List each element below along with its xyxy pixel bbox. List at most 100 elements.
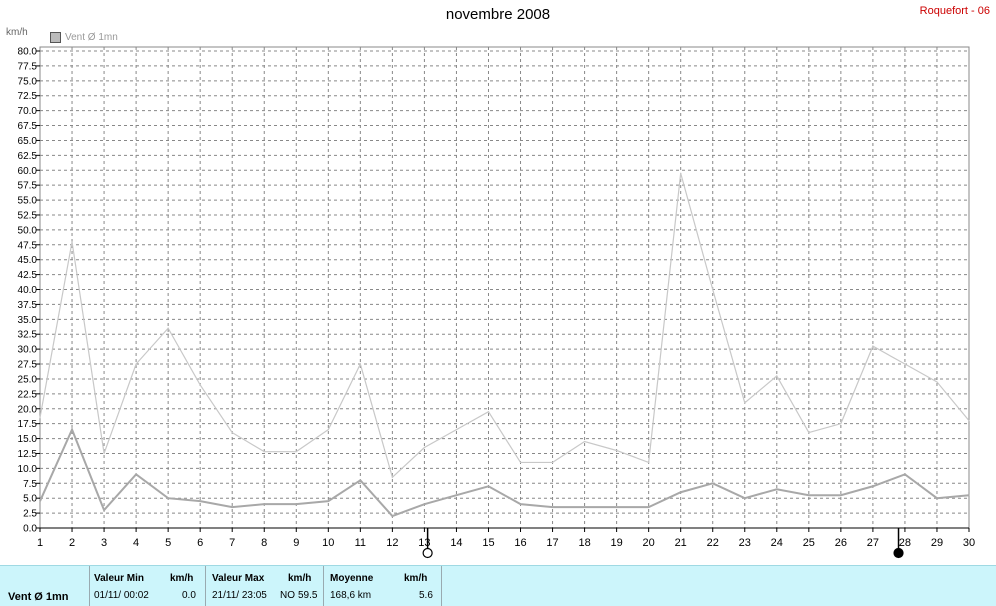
data-point xyxy=(583,506,586,508)
y-tick-label: 37.5 xyxy=(18,300,38,311)
x-tick-label: 19 xyxy=(610,537,622,549)
y-tick-label: 40.0 xyxy=(18,285,38,296)
data-point xyxy=(487,485,490,487)
max-direction: NO xyxy=(280,590,295,601)
y-tick-label: 47.5 xyxy=(18,240,38,251)
stats-max-cell: Valeur Max km/h 21/11/ 23:05 NO 59.5 xyxy=(206,566,324,606)
avg-distance: 168,6 km xyxy=(330,590,372,601)
data-point xyxy=(808,494,810,496)
data-point xyxy=(423,503,426,505)
data-point xyxy=(744,402,746,404)
data-point xyxy=(167,327,169,329)
x-tick-label: 20 xyxy=(643,537,655,549)
y-tick-label: 12.5 xyxy=(18,449,38,460)
y-tick-label: 70.0 xyxy=(18,106,38,117)
data-point xyxy=(135,473,137,475)
x-tick-label: 26 xyxy=(835,537,847,549)
stats-row-label-cell: Vent Ø 1mn xyxy=(0,566,90,606)
moon-markers xyxy=(422,528,904,559)
data-point xyxy=(455,429,458,431)
avg-unit: km/h xyxy=(404,573,428,584)
data-point xyxy=(872,345,874,347)
data-point xyxy=(199,500,201,502)
x-tick-label: 24 xyxy=(771,537,783,549)
data-point xyxy=(487,411,490,413)
data-point xyxy=(712,482,714,484)
y-tick-label: 42.5 xyxy=(18,270,38,281)
new-moon-icon xyxy=(422,547,433,559)
x-tick-label: 14 xyxy=(450,537,462,549)
data-point xyxy=(391,476,393,478)
x-tick-label: 3 xyxy=(101,537,107,549)
y-tick-label: 65.0 xyxy=(18,136,38,147)
max-date: 21/11/ 23:05 xyxy=(212,590,267,601)
min-header: Valeur Min xyxy=(94,573,145,584)
data-point xyxy=(327,500,329,502)
data-point xyxy=(968,420,970,422)
data-point xyxy=(263,503,265,505)
x-tick-label: 10 xyxy=(322,537,334,549)
data-point xyxy=(39,500,41,502)
y-axis-unit: km/h xyxy=(6,27,28,38)
x-tick-label: 30 xyxy=(963,537,975,549)
x-tick-label: 8 xyxy=(261,537,267,549)
data-point xyxy=(872,485,874,487)
max-header: Valeur Max xyxy=(212,573,265,584)
data-point xyxy=(808,432,810,434)
y-tick-label: 20.0 xyxy=(18,404,38,415)
data-point xyxy=(231,432,233,434)
x-tick-label: 7 xyxy=(229,537,235,549)
plot-frame xyxy=(39,46,970,529)
y-axis: 0.0 2.5 5.0 7.5 10.0 12.5 15.0 17.5 20.0 22.5 25.0… xyxy=(18,47,40,535)
x-tick-label: 6 xyxy=(197,537,203,549)
stats-min-cell: Valeur Min km/h 01/11/ 00:02 0.0 xyxy=(90,566,206,606)
data-point xyxy=(680,491,682,493)
x-tick-label: 27 xyxy=(867,537,879,549)
stats-avg-cell: Moyenne km/h 168,6 km 5.6 xyxy=(324,566,442,606)
x-tick-label: 13 xyxy=(418,537,430,549)
data-point xyxy=(551,506,554,508)
x-tick-label: 18 xyxy=(578,537,590,549)
y-tick-label: 25.0 xyxy=(18,374,38,385)
data-point xyxy=(391,515,393,517)
data-point xyxy=(936,497,938,499)
chart: 0.0 2.5 5.0 7.5 10.0 12.5 15.0 17.5 20.0 22.5 25.0… xyxy=(18,46,975,559)
y-tick-label: 5.0 xyxy=(23,494,37,505)
x-tick-label: 22 xyxy=(707,537,719,549)
y-tick-label: 62.5 xyxy=(18,151,38,162)
x-tick-label: 11 xyxy=(355,537,366,549)
data-point xyxy=(295,451,297,453)
x-tick-label: 17 xyxy=(546,537,558,549)
x-tick-label: 15 xyxy=(482,537,494,549)
y-tick-label: 35.0 xyxy=(18,315,38,326)
y-tick-label: 22.5 xyxy=(18,389,38,400)
data-point xyxy=(776,375,778,377)
x-tick-label: 9 xyxy=(293,537,299,549)
min-value: 0.0 xyxy=(182,590,196,601)
y-tick-label: 77.5 xyxy=(18,61,38,72)
stats-table: Vent Ø 1mn Valeur Min km/h 01/11/ 00:02 … xyxy=(0,565,996,606)
y-tick-label: 80.0 xyxy=(18,47,38,58)
data-point xyxy=(904,363,906,365)
x-tick-label: 25 xyxy=(803,537,815,549)
full-moon-icon xyxy=(893,547,904,559)
data-point xyxy=(295,503,297,505)
x-tick-label: 12 xyxy=(386,537,398,549)
avg-header: Moyenne xyxy=(330,573,374,584)
y-tick-label: 75.0 xyxy=(18,76,38,87)
station-name: Roquefort - 06 xyxy=(919,5,990,17)
y-tick-label: 27.5 xyxy=(18,360,38,371)
data-point xyxy=(583,440,586,443)
data-point xyxy=(103,509,105,511)
y-tick-label: 52.5 xyxy=(18,210,38,221)
x-tick-label: 5 xyxy=(165,537,171,549)
legend-label: Vent Ø 1mn xyxy=(65,32,118,43)
data-point xyxy=(455,494,458,496)
data-point xyxy=(423,446,426,449)
y-tick-label: 72.5 xyxy=(18,91,38,102)
stats-row-label: Vent Ø 1mn xyxy=(8,591,69,603)
y-tick-label: 60.0 xyxy=(18,166,38,177)
data-point xyxy=(616,506,618,508)
x-tick-label: 16 xyxy=(514,537,526,549)
data-point xyxy=(519,461,522,464)
